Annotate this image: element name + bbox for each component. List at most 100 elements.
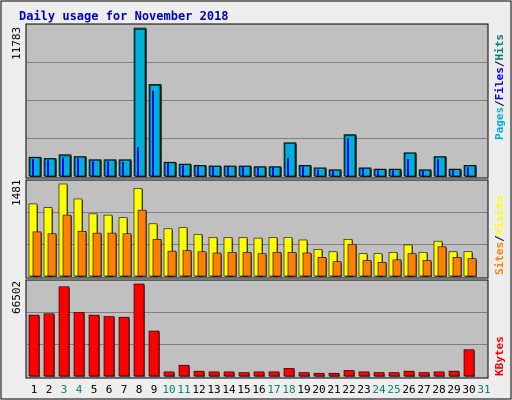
pages-bar bbox=[329, 170, 341, 177]
files-bar bbox=[452, 170, 454, 176]
pages-bar bbox=[134, 29, 146, 177]
x-tick-label: 8 bbox=[136, 383, 143, 396]
sites-bar bbox=[377, 262, 387, 277]
x-tick-label: 2 bbox=[46, 383, 53, 396]
x-tick-label: 19 bbox=[297, 383, 310, 396]
pages-bar bbox=[179, 164, 191, 177]
sites-bar bbox=[332, 261, 342, 277]
files-bar bbox=[272, 167, 274, 176]
pages-bar bbox=[164, 162, 176, 177]
files-bar bbox=[392, 170, 394, 176]
sites-bar bbox=[122, 233, 132, 277]
sites-bar bbox=[317, 257, 327, 277]
sites-bar bbox=[422, 260, 432, 277]
x-tick-label: 9 bbox=[151, 383, 158, 396]
x-tick-label: 22 bbox=[342, 383, 355, 396]
sites-bar bbox=[107, 232, 117, 277]
x-tick-label: 13 bbox=[207, 383, 220, 396]
kbytes-bar bbox=[343, 370, 355, 377]
x-tick-label: 10 bbox=[162, 383, 175, 396]
chart-title: Daily usage for November 2018 bbox=[19, 9, 229, 23]
x-tick-label: 31 bbox=[477, 383, 490, 396]
sites-bar bbox=[227, 252, 237, 277]
legend-sites: Sites bbox=[493, 242, 506, 275]
pages-bar bbox=[284, 143, 296, 177]
kbytes-bar bbox=[328, 372, 340, 377]
sites-bar bbox=[47, 233, 57, 277]
sites-bar bbox=[392, 259, 402, 277]
sites-bar bbox=[182, 250, 192, 277]
sites-bar bbox=[437, 246, 447, 277]
sites-bar bbox=[77, 230, 87, 277]
sites-bar bbox=[137, 209, 147, 277]
x-tick-label: 30 bbox=[462, 383, 475, 396]
pages-bar bbox=[374, 169, 386, 177]
files-bar bbox=[422, 170, 424, 176]
pages-bar bbox=[404, 153, 416, 177]
legend-files: Files bbox=[493, 67, 506, 100]
pages-bar bbox=[59, 155, 71, 177]
kbytes-bar bbox=[268, 371, 280, 377]
kbytes-bar bbox=[28, 314, 40, 377]
kbytes-bar bbox=[463, 349, 475, 377]
pages-bar bbox=[314, 168, 326, 177]
kbytes-panel-frame bbox=[25, 279, 489, 379]
x-tick-label: 29 bbox=[447, 383, 460, 396]
x-tick-label: 14 bbox=[222, 383, 236, 396]
files-bar bbox=[437, 159, 439, 176]
kbytes-bar bbox=[148, 330, 160, 377]
files-bar bbox=[32, 159, 34, 176]
kbytes-bar bbox=[283, 368, 295, 377]
pages-bar bbox=[434, 156, 446, 177]
files-bar bbox=[407, 159, 409, 176]
files-bar bbox=[62, 157, 64, 176]
sites-bar bbox=[407, 253, 417, 277]
legend-visits: Visits bbox=[493, 196, 506, 236]
pages-bar bbox=[359, 168, 371, 177]
sites-bar bbox=[167, 250, 177, 277]
x-tick-label: 16 bbox=[252, 383, 265, 396]
files-bar bbox=[152, 90, 154, 176]
files-bar bbox=[347, 138, 349, 176]
pages-bar bbox=[209, 166, 221, 177]
pages-bar bbox=[104, 159, 116, 177]
kbytes-bar bbox=[403, 370, 415, 377]
kbytes-bar bbox=[253, 371, 265, 377]
sites-bar bbox=[302, 252, 312, 277]
files-bar bbox=[257, 167, 259, 176]
kbytes-bar bbox=[388, 372, 400, 377]
kbytes-ymax-label: 66502 bbox=[10, 281, 23, 314]
x-tick-label: 7 bbox=[121, 383, 128, 396]
sites-bar bbox=[62, 214, 72, 277]
files-bar bbox=[92, 161, 94, 176]
kbytes-bar bbox=[313, 372, 325, 377]
hits-ymax-label: 11783 bbox=[10, 27, 23, 60]
x-tick-label: 25 bbox=[387, 383, 400, 396]
files-bar bbox=[197, 166, 199, 176]
x-tick-label: 23 bbox=[357, 383, 370, 396]
files-bar bbox=[377, 170, 379, 176]
files-bar bbox=[182, 165, 184, 176]
pages-bar bbox=[254, 166, 266, 177]
x-tick-label: 21 bbox=[327, 383, 340, 396]
kbytes-bar bbox=[88, 314, 100, 377]
pages-bar bbox=[344, 135, 356, 177]
files-bar bbox=[212, 167, 214, 176]
pages-bar bbox=[89, 159, 101, 177]
legend-sep-2: / bbox=[493, 60, 506, 67]
pages-bar bbox=[464, 165, 476, 177]
x-tick-label: 6 bbox=[106, 383, 113, 396]
legend-sep-3: / bbox=[493, 235, 506, 242]
kbytes-bar bbox=[448, 370, 460, 377]
x-tick-label: 24 bbox=[372, 383, 386, 396]
x-axis-ticks: 1 2 3 4 5 6 7 8 9 10 11 12 13 14 15 16 17 18 19 20 21 22 23 24 2… bbox=[31, 383, 491, 396]
kbytes-bar bbox=[133, 283, 145, 377]
legend-pages: Pages bbox=[493, 107, 506, 140]
kbytes-bar bbox=[208, 371, 220, 377]
pages-bar bbox=[194, 165, 206, 177]
files-bar bbox=[302, 166, 304, 176]
sites-bar bbox=[452, 257, 462, 277]
kbytes-bar bbox=[433, 371, 445, 377]
